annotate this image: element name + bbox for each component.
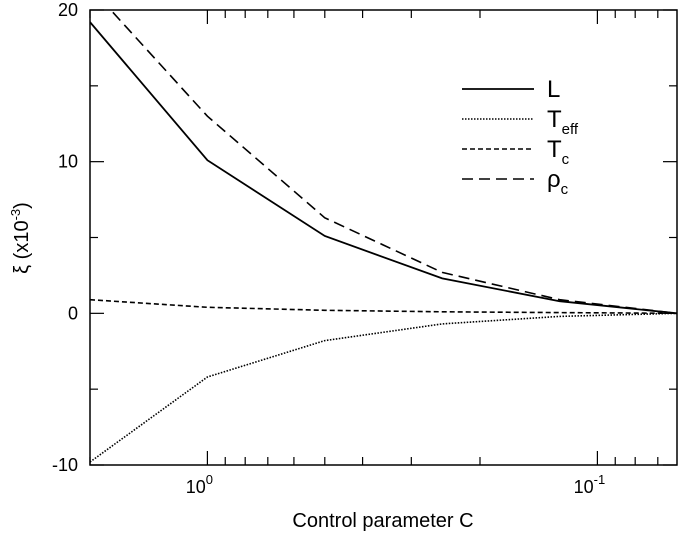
y-tick-labels: 20 10 0 -10 xyxy=(52,0,78,475)
series-line-3 xyxy=(90,298,677,315)
x-tick-labels: 100 10-1 xyxy=(186,472,605,497)
series-line-1 xyxy=(90,21,677,315)
x-tick-label: 100 xyxy=(186,472,213,497)
y-tick-label: 0 xyxy=(68,303,78,323)
legend-label-1: L xyxy=(547,76,560,103)
y-axis-title-exp: -3 xyxy=(8,209,23,221)
legend-label-3: Tc xyxy=(547,136,570,168)
x-axis-title: Control parameter C xyxy=(292,510,473,532)
legend-label-4: ρc xyxy=(547,166,569,198)
y-tick-label: -10 xyxy=(52,455,78,475)
y-axis-title-close: ) xyxy=(11,202,33,209)
legend-label-2: Teff xyxy=(547,106,579,138)
series-line-4 xyxy=(109,10,677,315)
series-line-2 xyxy=(90,312,677,463)
y-axis-title-group: ξ (x10-3) xyxy=(8,202,33,274)
series-layer xyxy=(90,10,677,463)
axis-ticks xyxy=(89,9,677,466)
y-tick-label: 20 xyxy=(58,0,78,20)
y-axis-title: ξ (x10-3) xyxy=(8,202,33,274)
x-tick-label: 10-1 xyxy=(574,472,606,497)
plot-frame xyxy=(89,9,678,466)
y-axis-title-main: ξ (x10 xyxy=(11,220,33,273)
y-tick-label: 10 xyxy=(58,152,78,172)
